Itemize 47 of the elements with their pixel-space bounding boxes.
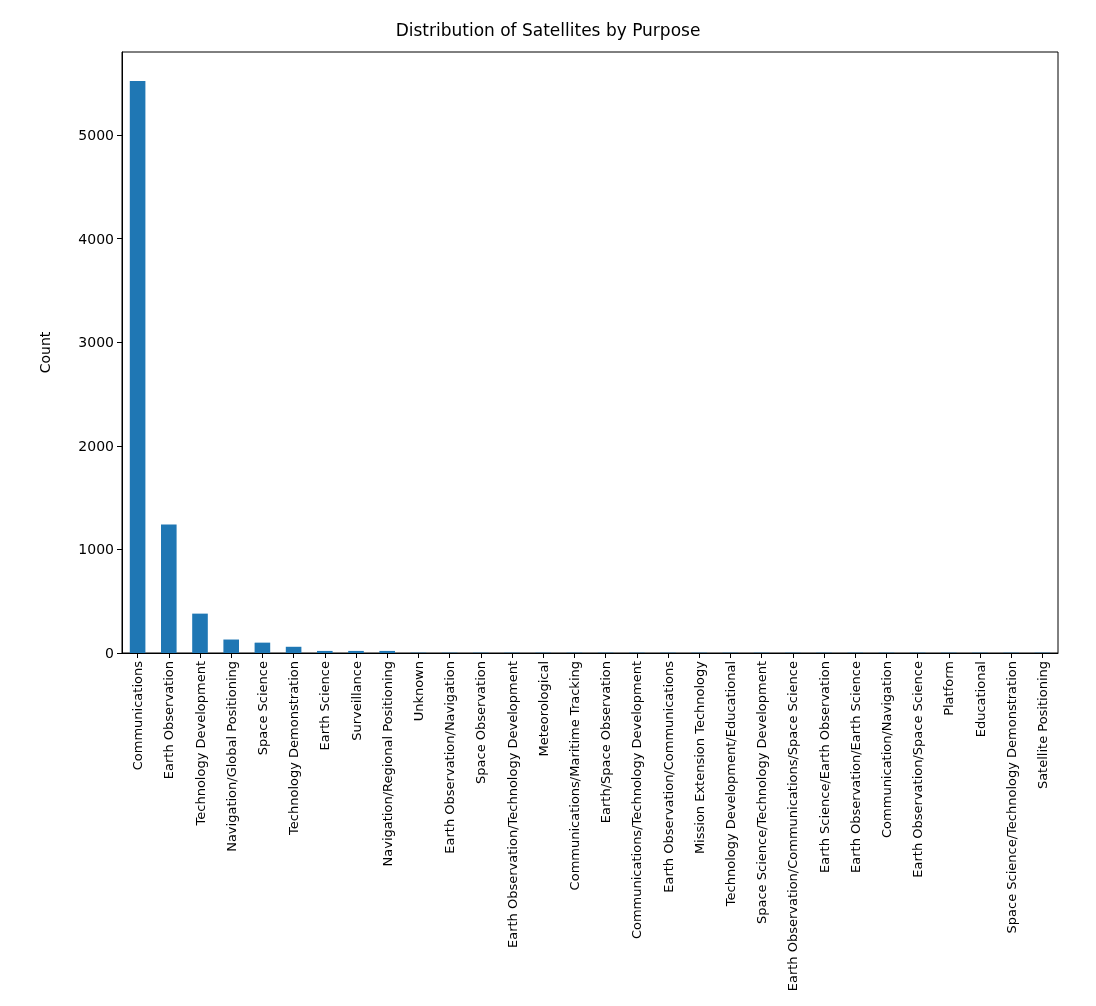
y-tick-label: 0 (105, 645, 114, 661)
x-tick-label: Educational (972, 661, 988, 738)
x-tick-label: Communication/Navigation (878, 661, 894, 838)
x-tick-label: Communications/Maritime Tracking (566, 661, 582, 891)
bar (379, 650, 395, 653)
x-tick-label: Communications/Technology Development (629, 661, 645, 940)
x-tick-label: Unknown (410, 661, 426, 722)
x-tick-label: Earth Observation/Earth Science (847, 661, 863, 873)
x-tick-label: Mission Extension Technology (691, 660, 707, 855)
bar (192, 613, 208, 653)
bar (161, 524, 177, 653)
bar (129, 81, 146, 653)
y-tick-label: 3000 (78, 334, 114, 351)
x-tick-label: Earth Science/Earth Observation (816, 661, 832, 873)
y-tick-label: 1000 (78, 541, 114, 558)
x-tick-label: Communications (130, 660, 146, 771)
bar (254, 642, 271, 653)
y-axis-title: Count (37, 331, 53, 374)
x-tick-label: Earth Observation/Communications (660, 660, 676, 893)
x-tick-label: Space Science/Technology Development (754, 661, 770, 924)
bar (348, 650, 364, 653)
x-tick-label: Earth Science (317, 661, 333, 751)
x-tick-label: Earth Observation/Space Science (910, 661, 926, 878)
x-tick-label: Technology Development (192, 661, 208, 827)
x-tick-label: Earth Observation (161, 661, 177, 780)
chart-title: Distribution of Satellites by Purpose (395, 19, 701, 40)
x-tick-label: Satellite Positioning (1034, 661, 1050, 790)
x-tick-label: Technology Development/Educational (722, 661, 738, 908)
x-tick-label: Navigation/Regional Positioning (379, 661, 395, 867)
x-tick-label: Earth/Space Observation (598, 661, 614, 824)
y-tick-label: 4000 (78, 230, 114, 247)
x-tick-label: Surveillance (348, 661, 364, 741)
x-tick-label: Navigation/Global Positioning (223, 661, 239, 852)
x-tick-label: Space Science/Technology Demonstration (1003, 661, 1019, 934)
bar (223, 639, 239, 653)
x-tick-label: Space Science (254, 661, 270, 756)
x-tick-label: Space Observation (473, 661, 489, 784)
x-tick-label: Meteorological (535, 661, 551, 757)
bar (317, 650, 333, 653)
x-tick-label: Earth Observation/Communications/Space Science (785, 661, 801, 992)
y-tick-label: 5000 (78, 126, 114, 143)
bar (285, 646, 302, 653)
x-tick-label: Technology Demonstration (286, 661, 302, 836)
x-tick-label: Earth Observation/Technology Development (504, 661, 520, 949)
x-tick-label: Platform (941, 661, 957, 716)
y-tick-label: 2000 (78, 437, 114, 454)
x-tick-label: Earth Observation/Navigation (442, 661, 458, 854)
